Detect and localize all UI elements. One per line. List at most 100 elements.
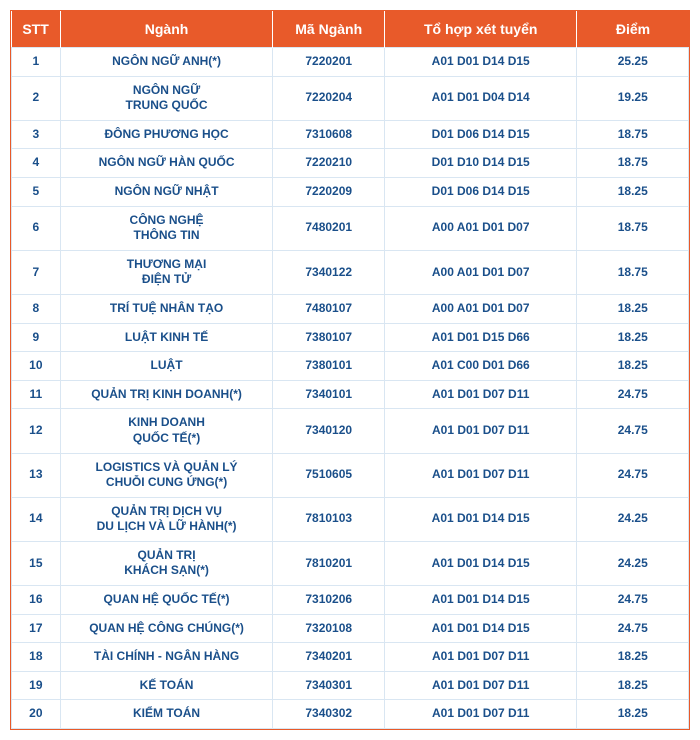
cell-stt: 10 <box>12 352 61 381</box>
cell-stt: 9 <box>12 323 61 352</box>
cell-stt: 2 <box>12 76 61 120</box>
cell-diem: 18.25 <box>577 352 689 381</box>
cell-tohop: A01 D01 D04 D14 <box>384 76 577 120</box>
table-row: 5NGÔN NGỮ NHẬT7220209D01 D06 D14 D1518.2… <box>12 177 689 206</box>
table-row: 17QUAN HỆ CÔNG CHÚNG(*)7320108A01 D01 D1… <box>12 614 689 643</box>
cell-tohop: A01 D01 D07 D11 <box>384 380 577 409</box>
cell-stt: 19 <box>12 671 61 700</box>
cell-ma: 7510605 <box>273 453 384 497</box>
cell-nganh: THƯƠNG MẠIĐIỆN TỬ <box>60 250 273 294</box>
cell-ma: 7220204 <box>273 76 384 120</box>
col-header-tohop: Tổ hợp xét tuyển <box>384 11 577 48</box>
cell-diem: 18.25 <box>577 700 689 729</box>
cell-stt: 6 <box>12 206 61 250</box>
cell-diem: 25.25 <box>577 48 689 77</box>
table-row: 14QUẢN TRỊ DỊCH VỤDU LỊCH VÀ LỮ HÀNH(*)7… <box>12 497 689 541</box>
cell-nganh: QUAN HỆ CÔNG CHÚNG(*) <box>60 614 273 643</box>
cell-nganh: NGÔN NGỮ ANH(*) <box>60 48 273 77</box>
cell-tohop: A01 C00 D01 D66 <box>384 352 577 381</box>
table-row: 16QUAN HỆ QUỐC TẾ(*)7310206A01 D01 D14 D… <box>12 586 689 615</box>
cell-nganh: NGÔN NGỮ NHẬT <box>60 177 273 206</box>
table-row: 9LUẬT KINH TẾ7380107A01 D01 D15 D6618.25 <box>12 323 689 352</box>
cell-tohop: D01 D10 D14 D15 <box>384 149 577 178</box>
cell-stt: 15 <box>12 541 61 585</box>
cell-ma: 7340122 <box>273 250 384 294</box>
table-row: 6CÔNG NGHỆTHÔNG TIN7480201A00 A01 D01 D0… <box>12 206 689 250</box>
table-header: STT Ngành Mã Ngành Tổ hợp xét tuyển Điểm <box>12 11 689 48</box>
table-body: 1NGÔN NGỮ ANH(*)7220201A01 D01 D14 D1525… <box>12 48 689 729</box>
cell-tohop: A01 D01 D14 D15 <box>384 614 577 643</box>
cell-stt: 7 <box>12 250 61 294</box>
cell-diem: 18.75 <box>577 250 689 294</box>
cell-tohop: A01 D01 D07 D11 <box>384 409 577 453</box>
cell-stt: 16 <box>12 586 61 615</box>
cell-stt: 5 <box>12 177 61 206</box>
cell-diem: 18.25 <box>577 177 689 206</box>
cell-tohop: A01 D01 D14 D15 <box>384 541 577 585</box>
cell-tohop: D01 D06 D14 D15 <box>384 177 577 206</box>
table-row: 18TÀI CHÍNH - NGÂN HÀNG7340201A01 D01 D0… <box>12 643 689 672</box>
table-row: 11QUẢN TRỊ KINH DOANH(*)7340101A01 D01 D… <box>12 380 689 409</box>
cell-stt: 17 <box>12 614 61 643</box>
cell-nganh: QUAN HỆ QUỐC TẾ(*) <box>60 586 273 615</box>
cell-ma: 7340301 <box>273 671 384 700</box>
table-row: 3ĐÔNG PHƯƠNG HỌC7310608D01 D06 D14 D1518… <box>12 120 689 149</box>
cell-tohop: A01 D01 D07 D11 <box>384 643 577 672</box>
cell-ma: 7310608 <box>273 120 384 149</box>
cell-ma: 7380107 <box>273 323 384 352</box>
cell-stt: 8 <box>12 294 61 323</box>
cell-diem: 24.75 <box>577 409 689 453</box>
cell-diem: 19.25 <box>577 76 689 120</box>
cell-nganh: KIỂM TOÁN <box>60 700 273 729</box>
cell-stt: 13 <box>12 453 61 497</box>
cell-stt: 14 <box>12 497 61 541</box>
cell-nganh: NGÔN NGỮTRUNG QUỐC <box>60 76 273 120</box>
col-header-diem: Điểm <box>577 11 689 48</box>
cell-diem: 24.75 <box>577 453 689 497</box>
cell-stt: 3 <box>12 120 61 149</box>
cell-stt: 1 <box>12 48 61 77</box>
cell-diem: 24.75 <box>577 380 689 409</box>
cell-nganh: LUẬT KINH TẾ <box>60 323 273 352</box>
cell-nganh: TRÍ TUỆ NHÂN TẠO <box>60 294 273 323</box>
cell-nganh: TÀI CHÍNH - NGÂN HÀNG <box>60 643 273 672</box>
table-row: 19KẾ TOÁN7340301A01 D01 D07 D1118.25 <box>12 671 689 700</box>
cell-tohop: A01 D01 D07 D11 <box>384 700 577 729</box>
cell-nganh: ĐÔNG PHƯƠNG HỌC <box>60 120 273 149</box>
cell-tohop: A01 D01 D14 D15 <box>384 48 577 77</box>
cell-ma: 7810103 <box>273 497 384 541</box>
table-row: 15QUẢN TRỊKHÁCH SẠN(*)7810201A01 D01 D14… <box>12 541 689 585</box>
cell-diem: 24.75 <box>577 614 689 643</box>
table-row: 13LOGISTICS VÀ QUẢN LÝCHUỖI CUNG ỨNG(*)7… <box>12 453 689 497</box>
cell-ma: 7340302 <box>273 700 384 729</box>
cell-nganh: LOGISTICS VÀ QUẢN LÝCHUỖI CUNG ỨNG(*) <box>60 453 273 497</box>
cell-diem: 18.25 <box>577 643 689 672</box>
cell-stt: 20 <box>12 700 61 729</box>
cell-ma: 7340201 <box>273 643 384 672</box>
table-row: 12KINH DOANHQUỐC TẾ(*)7340120A01 D01 D07… <box>12 409 689 453</box>
cell-ma: 7480107 <box>273 294 384 323</box>
cell-stt: 4 <box>12 149 61 178</box>
table-row: 7THƯƠNG MẠIĐIỆN TỬ7340122A00 A01 D01 D07… <box>12 250 689 294</box>
cell-ma: 7220201 <box>273 48 384 77</box>
cell-diem: 18.25 <box>577 671 689 700</box>
cell-ma: 7310206 <box>273 586 384 615</box>
cell-ma: 7220209 <box>273 177 384 206</box>
cell-tohop: A01 D01 D15 D66 <box>384 323 577 352</box>
table-row: 4NGÔN NGỮ HÀN QUỐC7220210D01 D10 D14 D15… <box>12 149 689 178</box>
cell-tohop: D01 D06 D14 D15 <box>384 120 577 149</box>
cell-nganh: KẾ TOÁN <box>60 671 273 700</box>
cell-tohop: A01 D01 D14 D15 <box>384 497 577 541</box>
cell-nganh: QUẢN TRỊKHÁCH SẠN(*) <box>60 541 273 585</box>
cell-ma: 7320108 <box>273 614 384 643</box>
cell-nganh: KINH DOANHQUỐC TẾ(*) <box>60 409 273 453</box>
cell-diem: 18.25 <box>577 294 689 323</box>
cell-ma: 7220210 <box>273 149 384 178</box>
cell-tohop: A01 D01 D07 D11 <box>384 671 577 700</box>
cell-ma: 7340101 <box>273 380 384 409</box>
cell-diem: 18.75 <box>577 149 689 178</box>
cell-ma: 7810201 <box>273 541 384 585</box>
cell-tohop: A00 A01 D01 D07 <box>384 294 577 323</box>
cell-nganh: QUẢN TRỊ KINH DOANH(*) <box>60 380 273 409</box>
cell-diem: 18.75 <box>577 120 689 149</box>
